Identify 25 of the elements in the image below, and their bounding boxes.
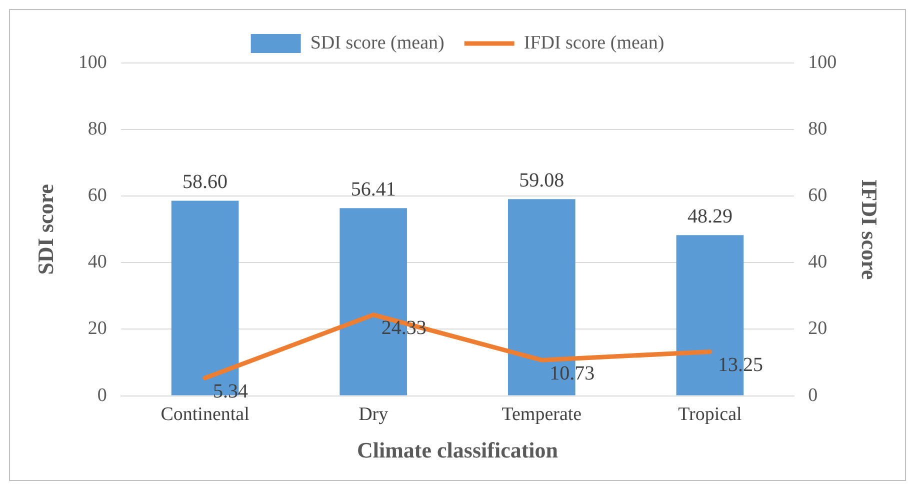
y-tick-label: 100	[78, 52, 107, 73]
y2-tick-label: 60	[808, 185, 828, 206]
y2-tick-label: 100	[808, 52, 837, 73]
y-axis-title: SDI score	[32, 184, 58, 275]
y2-axis-title: IFDI score	[857, 179, 882, 280]
y2-tick-label: 80	[808, 118, 828, 140]
y-tick-label: 80	[88, 118, 107, 140]
x-axis-title: Climate classification	[356, 437, 558, 462]
y-tick-label: 40	[88, 252, 107, 273]
x-tick-label: Continental	[160, 404, 250, 426]
data-label: 58.60	[182, 171, 228, 194]
x-tick-label: Dry	[358, 404, 389, 426]
data-label: 56.41	[350, 178, 396, 200]
y-tick-label: 0	[97, 384, 107, 406]
legend-label: IFDI score (mean)	[524, 32, 664, 54]
y-tick-label: 20	[88, 318, 107, 340]
legend-label: SDI score (mean)	[310, 32, 444, 54]
y2-tick-label: 40	[808, 252, 828, 273]
x-tick-label: Tropical	[678, 404, 742, 426]
y2-tick-label: 0	[808, 384, 818, 406]
y2-tick-label: 20	[808, 318, 828, 340]
y-tick-label: 60	[88, 185, 107, 206]
data-label: 59.08	[519, 169, 564, 192]
data-label: 48.29	[687, 205, 732, 228]
x-tick-label: Temperate	[502, 404, 582, 426]
